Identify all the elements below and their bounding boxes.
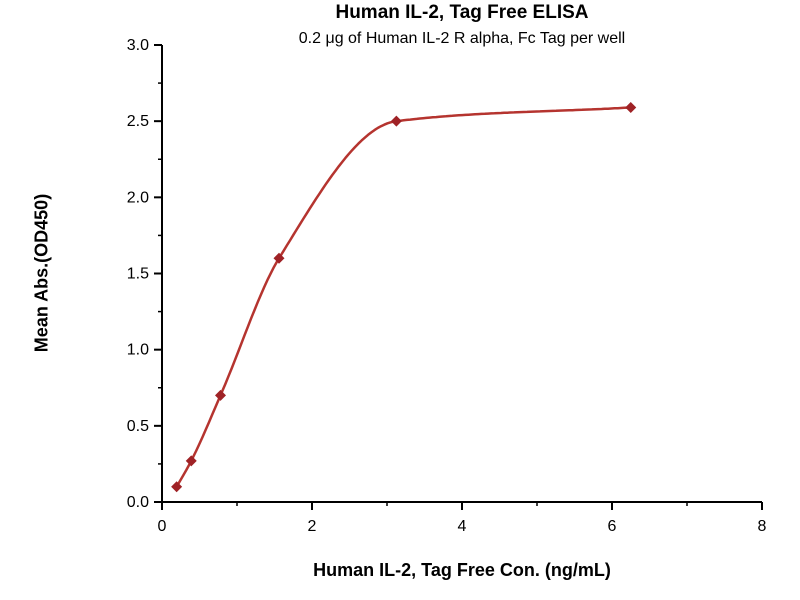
x-tick-label: 6 — [608, 518, 617, 535]
x-axis-title: Human IL-2, Tag Free Con. (ng/mL) — [313, 560, 611, 580]
y-tick-label: 2.5 — [127, 113, 149, 130]
y-tick-label: 0.5 — [127, 418, 149, 435]
chart-title: Human IL-2, Tag Free ELISA — [335, 2, 589, 23]
y-tick-label: 1.5 — [127, 266, 149, 283]
y-tick-label: 0.0 — [127, 494, 149, 511]
y-tick-label: 2.0 — [127, 189, 149, 206]
data-point — [273, 252, 285, 264]
y-tick-label: 1.0 — [127, 342, 149, 359]
x-tick-label: 4 — [458, 518, 467, 535]
x-tick-label: 2 — [308, 518, 317, 535]
data-point — [171, 481, 183, 493]
data-point — [390, 115, 402, 127]
y-tick-label: 3.0 — [127, 37, 149, 54]
data-point — [625, 101, 637, 113]
data-point — [215, 389, 226, 401]
x-tick-label: 0 — [158, 518, 167, 535]
fit-curve — [175, 106, 631, 488]
data-point — [185, 455, 197, 467]
chart-subtitle: 0.2 μg of Human IL-2 R alpha, Fc Tag per… — [298, 30, 626, 47]
x-tick-label: 8 — [758, 518, 767, 535]
